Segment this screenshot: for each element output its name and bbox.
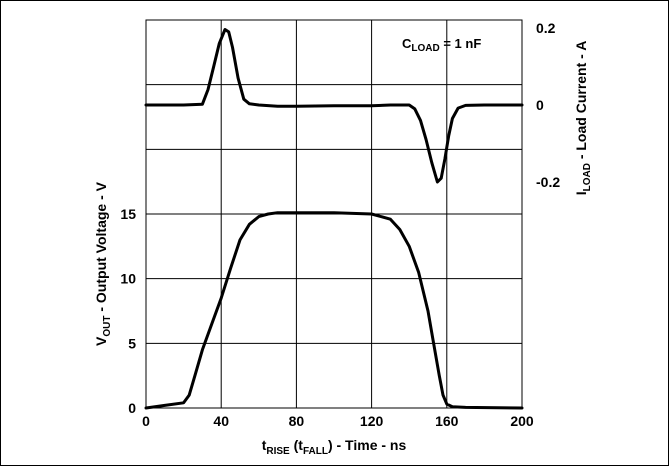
y-right-label-tail: - Load Current - A <box>573 41 589 163</box>
x-tick-label: 80 <box>289 413 305 429</box>
x-label-tail: ) - Time - ns <box>328 437 407 453</box>
y-left-tick-label: 15 <box>120 206 136 222</box>
x-label-sub2: FALL <box>303 446 328 457</box>
y-left-label-sub: OUT <box>102 316 113 337</box>
x-tick-label: 40 <box>213 413 229 429</box>
x-tick-label: 120 <box>360 413 384 429</box>
x-label-mid: (t <box>290 437 304 453</box>
annotation-tail: = 1 nF <box>440 36 482 51</box>
y-left-tick-label: 0 <box>128 400 136 416</box>
y-left-tick-label: 10 <box>120 271 136 287</box>
y-right-tick-label: 0 <box>536 97 544 113</box>
y-right-label-sub: LOAD <box>582 163 593 191</box>
y-right-tick-label: -0.2 <box>536 174 560 190</box>
x-tick-label: 0 <box>142 413 150 429</box>
x-label-sub1: RISE <box>266 446 290 457</box>
x-tick-label: 160 <box>435 413 459 429</box>
y-left-label-tail: - Output Voltage - V <box>93 181 109 315</box>
y-right-tick-label: 0.2 <box>536 20 556 36</box>
x-tick-label: 200 <box>510 413 534 429</box>
annotation-sub: LOAD <box>411 43 439 54</box>
y-left-tick-label: 5 <box>128 335 136 351</box>
